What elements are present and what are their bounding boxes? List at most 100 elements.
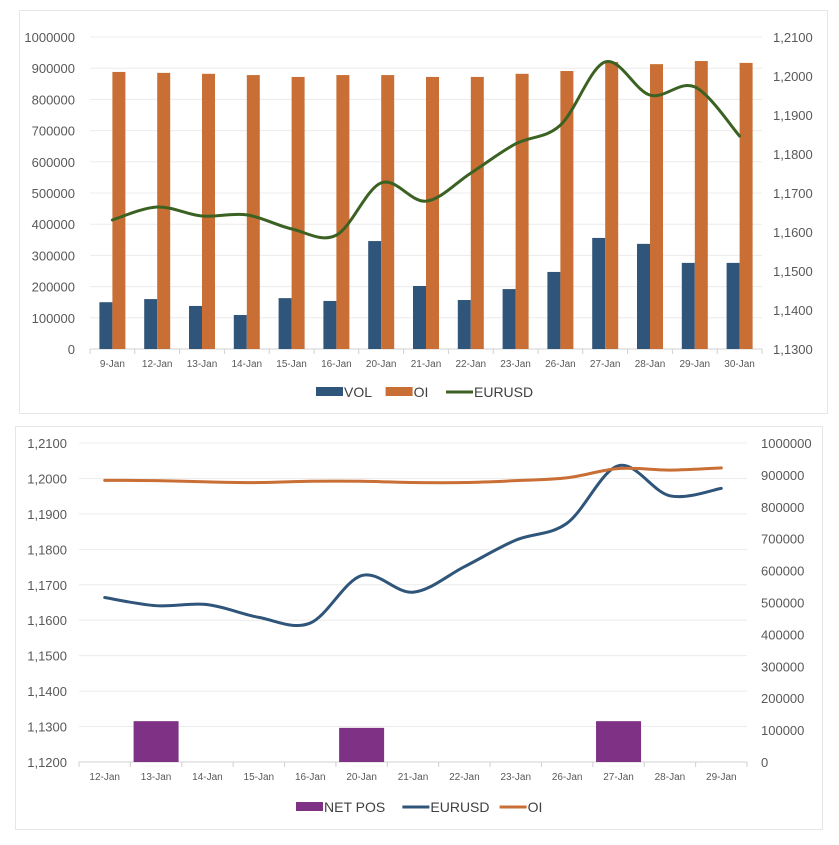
eurusd-line [105, 465, 722, 625]
left-axis-tick-label: 1,1200 [27, 755, 67, 770]
left-axis-tick-label: 1,1400 [27, 684, 67, 699]
x-axis-tick-label: 26-Jan [545, 359, 576, 370]
x-axis-tick-label: 22-Jan [456, 359, 487, 370]
x-axis-tick-label: 30-Jan [724, 359, 755, 370]
legend-label: EURUSD [474, 384, 533, 400]
left-axis-tick-label: 0 [68, 342, 75, 357]
x-axis-tick-label: 15-Jan [244, 772, 275, 783]
left-axis-tick-label: 400000 [32, 217, 75, 232]
legend-swatch [386, 387, 413, 396]
right-axis-tick-label: 1,1600 [773, 225, 813, 240]
right-axis-tick-label: 1,1800 [773, 147, 813, 162]
vol-bar [323, 301, 336, 349]
left-axis-tick-label: 800000 [32, 92, 75, 107]
x-axis-tick-label: 28-Jan [635, 359, 666, 370]
x-axis-tick-label: 15-Jan [276, 359, 307, 370]
right-axis-tick-label: 300000 [761, 659, 804, 674]
left-axis-tick-label: 1,1300 [27, 720, 67, 735]
legend-label: OI [528, 799, 543, 815]
left-axis-tick-label: 500000 [32, 186, 75, 201]
oi-bar [471, 77, 484, 349]
right-axis-tick-label: 1,1400 [773, 303, 813, 318]
right-axis-tick-label: 1000000 [761, 436, 812, 451]
legend-label: VOL [344, 384, 372, 400]
x-axis-tick-label: 12-Jan [142, 359, 173, 370]
left-axis-tick-label: 200000 [32, 280, 75, 295]
left-axis-tick-label: 1000000 [24, 30, 75, 45]
right-axis-tick-label: 500000 [761, 596, 804, 611]
chart-bottom-netpos-eurusd-oi: 1,1200 1,1300 1,1400 1,1500 1,1600 1,1700 1,18… [16, 427, 822, 829]
oi-bar [695, 61, 708, 349]
x-axis-tick-label: 21-Jan [411, 359, 442, 370]
x-axis-tick-label: 12-Jan [89, 772, 120, 783]
vol-bar [234, 315, 247, 349]
right-axis-tick-label: 100000 [761, 723, 804, 738]
vol-bar [144, 299, 157, 349]
right-axis-tick-label: 1,1700 [773, 186, 813, 201]
chart-top-panel: 0100000200000300000400000500000600000700… [19, 10, 828, 414]
x-axis-tick-label: 26-Jan [552, 772, 583, 783]
x-axis-tick-label: 29-Jan [680, 359, 711, 370]
vol-bar [458, 300, 471, 349]
legend-entry: VOL [316, 384, 372, 400]
legend-entry: OI [386, 384, 429, 400]
x-axis-tick-label: 13-Jan [187, 359, 218, 370]
vol-bar [592, 238, 605, 349]
x-axis-tick-label: 29-Jan [706, 772, 737, 783]
x-axis-tick-label: 22-Jan [449, 772, 480, 783]
vol-bar [503, 289, 516, 349]
right-axis-tick-label: 1,2000 [773, 69, 813, 84]
legend-swatch [296, 802, 323, 811]
vol-bar [279, 298, 292, 349]
x-axis-tick-label: 21-Jan [398, 772, 429, 783]
oi-bar [112, 72, 125, 349]
right-axis-tick-label: 800000 [761, 500, 804, 515]
x-axis-tick-label: 14-Jan [232, 359, 263, 370]
vol-bar [368, 241, 381, 349]
right-axis-tick-label: 1,1300 [773, 342, 813, 357]
vol-bar [547, 272, 560, 349]
left-axis-tick-label: 100000 [32, 311, 75, 326]
x-axis-tick-label: 23-Jan [500, 772, 531, 783]
right-axis-tick-label: 1,1900 [773, 108, 813, 123]
x-axis-tick-label: 27-Jan [603, 772, 634, 783]
left-axis-tick-label: 1,1500 [27, 649, 67, 664]
right-axis-tick-label: 1,1500 [773, 264, 813, 279]
x-axis-tick-label: 14-Jan [192, 772, 223, 783]
right-axis-tick-label: 1,2100 [773, 30, 813, 45]
left-axis-tick-label: 1,1900 [27, 507, 67, 522]
left-axis-tick-label: 1,1800 [27, 542, 67, 557]
x-axis-tick-label: 28-Jan [655, 772, 686, 783]
legend-entry: EURUSD [402, 799, 489, 815]
left-axis-tick-label: 1,1700 [27, 578, 67, 593]
right-axis-tick-label: 400000 [761, 627, 804, 642]
left-axis-tick-label: 1,2000 [27, 471, 67, 486]
oi-line [105, 468, 722, 483]
legend-swatch [316, 387, 343, 396]
vol-bar [682, 263, 695, 349]
right-axis-tick-label: 600000 [761, 564, 804, 579]
left-axis-tick-label: 1,1600 [27, 613, 67, 628]
net-pos-bar [339, 728, 384, 762]
legend-label: OI [414, 384, 429, 400]
left-axis-tick-label: 1,2100 [27, 436, 67, 451]
oi-bar [157, 73, 170, 349]
left-axis-tick-label: 300000 [32, 248, 75, 263]
x-axis-tick-label: 27-Jan [590, 359, 621, 370]
oi-bar [426, 77, 439, 349]
oi-bar [516, 74, 529, 349]
right-axis-tick-label: 0 [761, 755, 768, 770]
legend-entry: EURUSD [446, 384, 533, 400]
oi-bar [650, 64, 663, 349]
oi-bar [247, 75, 260, 349]
oi-bar [292, 77, 305, 349]
legend-entry: NET POS [296, 799, 385, 815]
left-axis-tick-label: 900000 [32, 61, 75, 76]
x-axis-tick-label: 13-Jan [141, 772, 172, 783]
legend-label: NET POS [324, 799, 385, 815]
net-pos-bar [134, 721, 179, 762]
oi-bar [605, 62, 618, 349]
oi-bar [202, 74, 215, 349]
right-axis-tick-label: 700000 [761, 532, 804, 547]
vol-bar [727, 263, 740, 349]
